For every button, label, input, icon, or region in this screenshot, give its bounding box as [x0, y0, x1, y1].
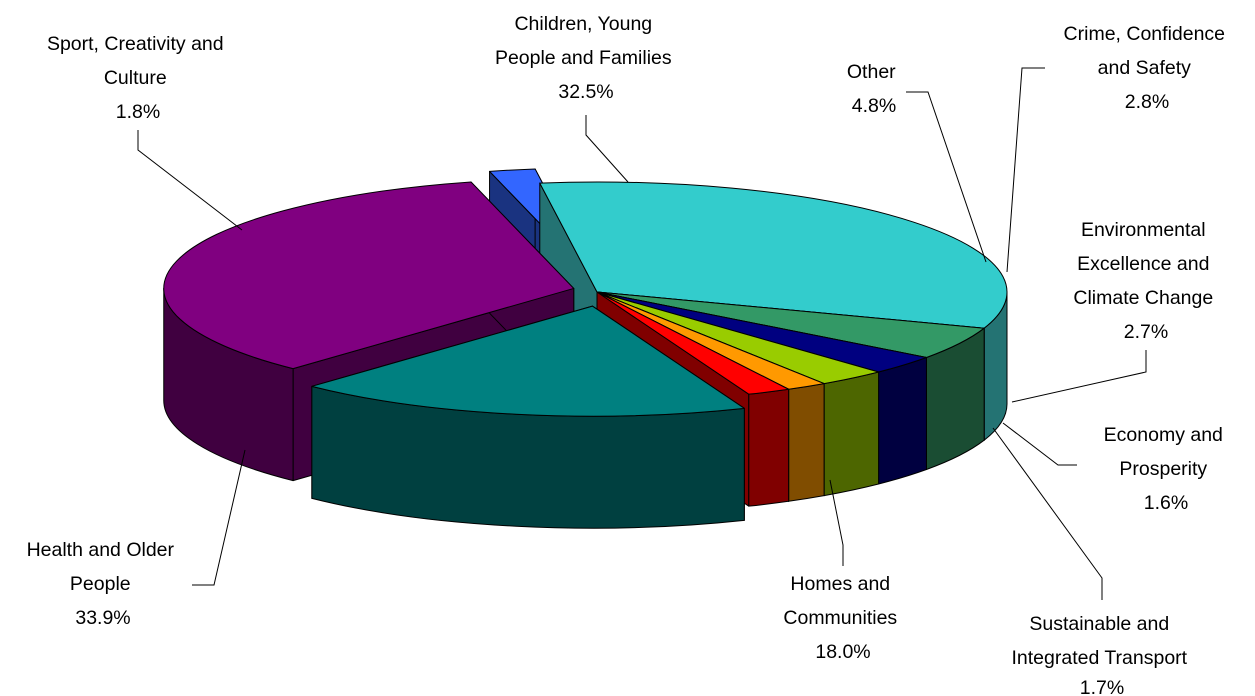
slice-label-environment-value: 2.7% [1124, 321, 1168, 343]
slice-label-environment-line-1: Environmental [1081, 219, 1206, 241]
slice-side-environmental-excellence-and-climate-change [823, 371, 880, 497]
slice-top-children-young-people-and-families [539, 181, 1008, 329]
slice-label-crime-line-2: and Safety [1098, 57, 1191, 79]
slice-top-health-and-older-people [163, 181, 575, 370]
slice-label-crime: Crime, Confidence and Safety 2.8% [1064, 23, 1231, 113]
slice-label-health-line-1: Health and Older [27, 539, 175, 561]
slice-labels: Children, Young People and Families 32.5… [27, 13, 1231, 696]
pie-slices [163, 168, 1008, 529]
slice-top-homes-and-communities [311, 305, 745, 417]
slice-label-environment: Environmental Excellence and Climate Cha… [1073, 219, 1218, 343]
slice-label-sport: Sport, Creativity and Culture 1.8% [47, 33, 229, 123]
slice-label-sport-value: 1.8% [116, 101, 160, 123]
slice-label-homes-value: 18.0% [815, 641, 870, 663]
slice-label-environment-line-3: Climate Change [1073, 287, 1213, 309]
slice-label-health-value: 33.9% [75, 607, 130, 629]
leader-line-homes [829, 479, 844, 566]
slice-label-sport-line-1: Sport, Creativity and [47, 33, 224, 55]
slice-label-children-value: 32.5% [558, 81, 613, 103]
slice-label-children-line-2: People and Families [495, 47, 672, 69]
slice-label-homes: Homes and Communities 18.0% [783, 573, 902, 663]
slice-label-health-line-2: People [70, 573, 131, 595]
slice-label-environment-line-2: Excellence and [1077, 253, 1209, 275]
slice-side-crime-confidence-and-safety [878, 356, 927, 485]
slice-label-transport-value: 1.7% [1080, 677, 1124, 696]
leader-line-other [906, 91, 987, 263]
slice-top-sustainable-and-integrated-transport [596, 291, 790, 395]
slice-homes-and-communities [311, 305, 745, 529]
slice-label-transport-line-2: Integrated Transport [1011, 647, 1187, 669]
slice-label-other-value: 4.8% [852, 95, 896, 117]
slice-label-crime-value: 2.8% [1125, 91, 1169, 113]
slice-label-other: Other 4.8% [847, 61, 901, 117]
slice-label-transport: Sustainable and Integrated Transport 1.7… [1011, 613, 1192, 696]
slice-label-economy: Economy and Prosperity 1.6% [1104, 424, 1229, 514]
leader-line-crime [1006, 67, 1045, 273]
slice-label-other-line-1: Other [847, 61, 896, 83]
leader-line-sport [137, 130, 243, 231]
slice-label-sport-line-2: Culture [104, 67, 167, 89]
slice-label-economy-line-1: Economy and [1104, 424, 1223, 446]
slice-label-children-line-1: Children, Young [514, 13, 652, 35]
leader-line-children [585, 115, 629, 183]
leader-line-health [192, 449, 246, 586]
slice-label-transport-line-1: Sustainable and [1029, 613, 1169, 635]
slice-side-sustainable-and-integrated-transport [748, 388, 790, 507]
slice-label-homes-line-2: Communities [783, 607, 897, 629]
slice-label-crime-line-1: Crime, Confidence [1064, 23, 1225, 45]
slice-label-economy-value: 1.6% [1144, 492, 1188, 514]
leader-line-environment [1011, 350, 1147, 403]
leader-line-economy [1002, 422, 1077, 466]
slice-label-homes-line-1: Homes and [790, 573, 890, 595]
leader-lines [137, 67, 1147, 600]
slice-label-health: Health and Older People 33.9% [27, 539, 180, 629]
slice-label-children: Children, Young People and Families 32.5… [495, 13, 677, 103]
slice-side-economy-and-prosperity [788, 383, 825, 502]
slice-label-economy-line-2: Prosperity [1119, 458, 1207, 480]
leader-line-transport [992, 427, 1103, 600]
